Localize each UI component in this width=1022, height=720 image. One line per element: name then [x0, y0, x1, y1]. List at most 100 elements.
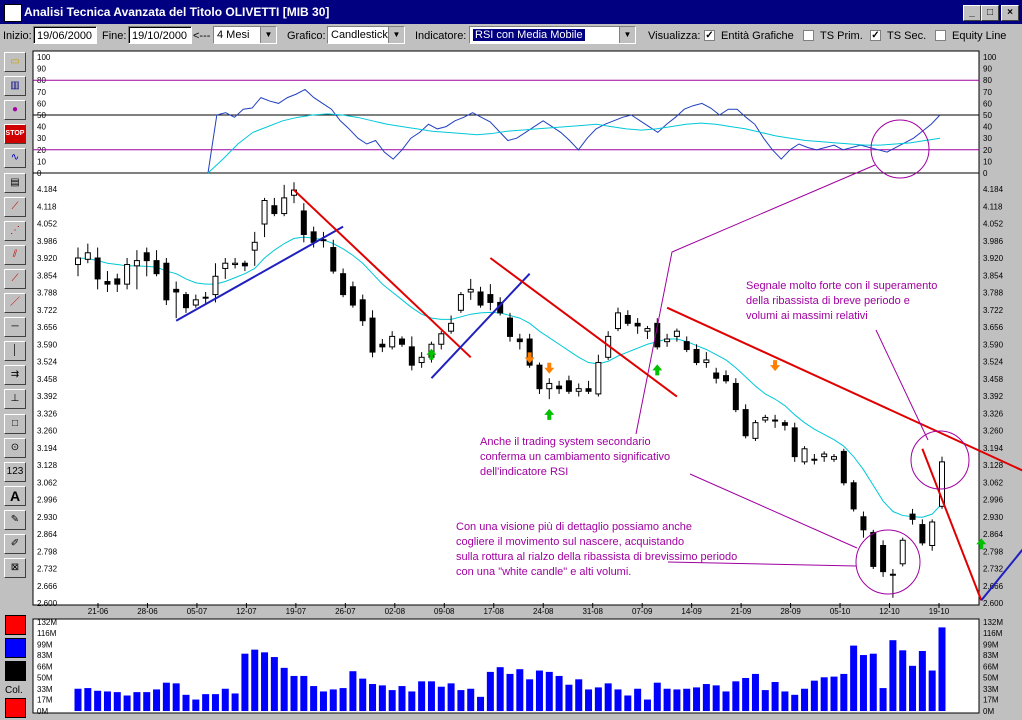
candle-black	[536, 364, 543, 390]
rectangle-icon[interactable]: □	[4, 413, 26, 434]
volume-axis-label-left: 50M	[37, 673, 53, 682]
chart-line-icon[interactable]: ∿	[4, 148, 26, 169]
candle-white	[389, 335, 396, 348]
globe-icon[interactable]: ●	[4, 100, 26, 121]
numbering-icon[interactable]: 123	[4, 461, 26, 482]
chart-type-value: Candlestick	[331, 29, 388, 41]
color-swatch-0[interactable]	[5, 615, 26, 635]
color-swatch-1[interactable]	[5, 638, 26, 658]
printer-icon[interactable]: ▤	[4, 172, 26, 193]
candle-white	[291, 189, 297, 196]
maximize-button[interactable]: □	[981, 5, 999, 21]
candle-white	[546, 382, 553, 390]
minimize-button[interactable]: _	[963, 5, 981, 21]
candle-black	[497, 301, 504, 314]
horizontal-line-icon[interactable]: ─	[4, 317, 26, 338]
channel-icon[interactable]: ⇉	[4, 365, 26, 386]
candle-white	[811, 458, 818, 461]
candle-white	[467, 288, 474, 293]
price-axis-label-left: 2.996	[37, 496, 58, 505]
price-axis-label-left: 2.732	[37, 565, 58, 574]
text-icon[interactable]: A	[4, 485, 26, 506]
candle-black	[359, 299, 366, 322]
date-axis-label: 19-07	[286, 607, 307, 616]
close-button[interactable]: ×	[1001, 5, 1019, 21]
color-swatch-2[interactable]	[5, 661, 26, 681]
checkbox-equity-line[interactable]	[935, 30, 946, 41]
vertical-line-icon[interactable]: │	[4, 341, 26, 362]
trendline-dashed-icon[interactable]: ⋰	[4, 220, 26, 241]
retracement-icon[interactable]: ⊥	[4, 389, 26, 410]
date-axis-label: 21-09	[731, 607, 752, 616]
eraser-icon[interactable]: ✐	[4, 534, 26, 554]
candle-white	[232, 262, 239, 266]
circle-icon[interactable]: ⊙	[4, 437, 26, 458]
bar-chart-icon[interactable]: ▥	[4, 76, 26, 97]
period-select[interactable]: 4 Mesi ▼	[213, 26, 277, 44]
chart-type-select[interactable]: Candlestick ▼	[327, 26, 405, 44]
candle-black	[693, 348, 700, 364]
line-tool-icon[interactable]: ／	[4, 293, 26, 313]
date-axis-label: 26-07	[335, 607, 356, 616]
volume-bar	[477, 696, 485, 711]
volume-bar	[801, 688, 809, 711]
volume-axis-label-left: 0M	[37, 707, 48, 716]
candle-white	[762, 416, 769, 421]
buy-signal-arrow	[652, 364, 663, 376]
parallel-lines-icon[interactable]: ⫽	[4, 244, 26, 265]
checkbox-ts-sec[interactable]: ✓	[870, 30, 881, 41]
chevron-down-icon[interactable]: ▼	[260, 27, 276, 43]
price-axis-label-right: 3.788	[983, 289, 1004, 298]
rsi-axis-label-left: 50	[37, 111, 46, 120]
sell-signal-arrow	[524, 352, 535, 364]
rsi-axis-label-left: 10	[37, 157, 46, 166]
chevron-down-icon[interactable]: ▼	[619, 27, 635, 43]
date-axis-label: 28-06	[137, 607, 158, 616]
rsi-axis-label-right: 30	[983, 134, 992, 143]
end-date-field[interactable]: 19/10/2000	[128, 26, 192, 44]
price-axis-label-right: 3.392	[983, 392, 1004, 401]
candle-white	[281, 197, 288, 215]
fibonacci-fan-icon[interactable]: ⟋	[4, 268, 26, 289]
candle-black	[399, 338, 405, 345]
volume-bar	[74, 688, 82, 711]
volume-bar	[830, 676, 838, 711]
price-axis-label-right: 4.118	[983, 202, 1003, 211]
rsi-axis-label-right: 60	[983, 99, 992, 108]
indicator-label: Indicatore:	[415, 30, 467, 42]
candle-white	[899, 539, 906, 565]
trendline-icon[interactable]: ⟋	[4, 196, 26, 217]
date-axis-label: 28-09	[780, 607, 801, 616]
volume-axis-label-right: 66M	[983, 663, 999, 672]
candle-black	[713, 372, 720, 379]
volume-bar	[732, 681, 740, 711]
stop-icon[interactable]: STOP	[4, 124, 26, 145]
volume-bar	[486, 671, 494, 711]
folder-icon[interactable]: ▭	[4, 52, 26, 72]
rsi-axis-label-right: 100	[983, 53, 997, 62]
volume-axis-label-right: 116M	[983, 629, 1003, 638]
price-axis-label-left: 2.798	[37, 547, 58, 556]
checkbox-entita-grafiche[interactable]: ✓	[704, 30, 715, 41]
chevron-down-icon[interactable]: ▼	[388, 27, 404, 43]
indicator-select[interactable]: RSI con Media Mobile ▼	[469, 26, 636, 44]
view-label: Visualizza:	[648, 30, 701, 42]
volume-axis-label-right: 0M	[983, 707, 994, 716]
color-swatch-3[interactable]	[5, 698, 26, 718]
pencil-icon[interactable]: ✎	[4, 509, 26, 530]
delete-icon[interactable]: ⊠	[4, 558, 26, 579]
volume-bar	[673, 689, 681, 711]
price-axis-label-right: 2.600	[983, 599, 1004, 608]
candle-white	[615, 312, 621, 330]
candle-white	[124, 264, 131, 285]
volume-bar	[329, 689, 337, 711]
candle-black	[369, 317, 376, 353]
start-date-field[interactable]: 19/06/2000	[33, 26, 97, 44]
checkbox-ts-prim[interactable]	[803, 30, 814, 41]
candle-black	[340, 273, 347, 296]
price-axis-label-left: 3.656	[37, 323, 58, 332]
candle-black	[114, 278, 121, 285]
price-axis-label-right: 3.128	[983, 461, 1004, 470]
candle-black	[143, 252, 150, 262]
candle-white	[605, 335, 612, 358]
